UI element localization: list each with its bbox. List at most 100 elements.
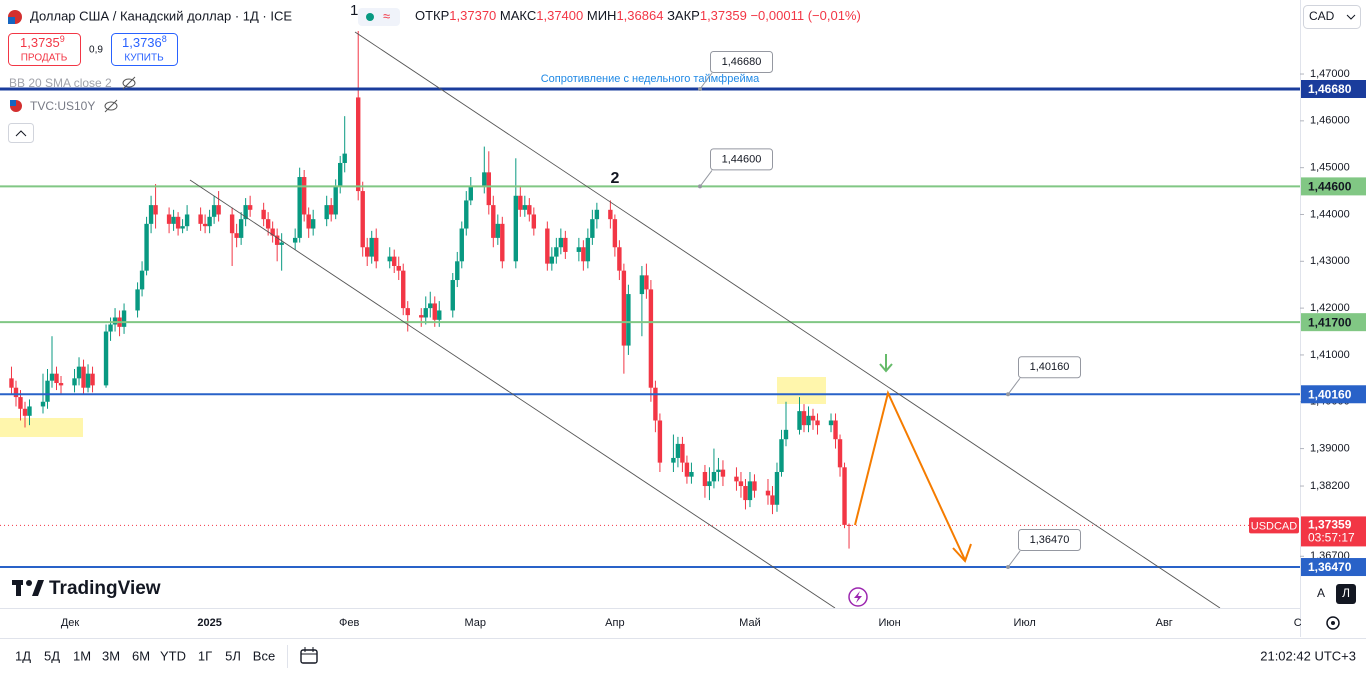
callout-leader xyxy=(1007,377,1021,395)
candle-body xyxy=(85,373,91,388)
candle-body xyxy=(148,205,154,224)
level-tag-label: 1,46680 xyxy=(1308,82,1352,96)
candle-body xyxy=(455,261,460,281)
candle-body xyxy=(554,247,559,257)
delay-icon: ≈ xyxy=(383,8,390,23)
logo-text: TradingView xyxy=(49,578,161,599)
callout-box xyxy=(710,51,773,74)
candle-body xyxy=(621,270,627,346)
level-tag xyxy=(1301,385,1366,404)
candle-body xyxy=(9,378,14,388)
candle-body xyxy=(247,205,253,210)
ohlc-value: 1,37359 xyxy=(700,8,747,23)
hide-icon[interactable] xyxy=(122,76,136,90)
candle-body xyxy=(680,443,685,463)
settings-icon[interactable] xyxy=(1326,616,1340,630)
candle-body xyxy=(112,317,118,325)
range-button[interactable]: 5Л xyxy=(225,648,241,663)
candle-body xyxy=(58,383,64,386)
date-range-icon[interactable] xyxy=(300,647,318,664)
callout-box xyxy=(710,148,773,171)
candle-body xyxy=(72,378,77,386)
auto-scale-button[interactable] xyxy=(1311,584,1331,604)
candle-body xyxy=(482,172,487,187)
callout-label: 1,46680 xyxy=(722,56,762,68)
log-scale-button[interactable] xyxy=(1336,584,1356,604)
level-tag-label: 1,44600 xyxy=(1308,180,1352,194)
candle-body xyxy=(549,256,555,264)
candle-body xyxy=(428,303,433,309)
candle-body xyxy=(81,366,86,388)
candle-body xyxy=(121,310,127,327)
candle-body xyxy=(356,97,361,192)
level-tag xyxy=(1301,80,1366,99)
candle-body xyxy=(144,223,149,271)
hide-icon[interactable] xyxy=(104,99,118,113)
candle-body xyxy=(770,495,775,505)
y-tick-label: 1,43000 xyxy=(1310,255,1350,267)
ohlc-change: −0,00011 (−0,01%) xyxy=(750,8,860,23)
status-badge[interactable] xyxy=(358,8,400,26)
candle-body xyxy=(265,219,271,229)
sell-button[interactable] xyxy=(8,33,81,66)
level-tag-label: 1,40160 xyxy=(1308,387,1352,401)
candle-body xyxy=(369,237,374,257)
candle-body xyxy=(626,294,631,346)
level-tag-label: 1,41700 xyxy=(1308,315,1352,329)
range-button[interactable]: Все xyxy=(253,648,275,663)
indicator-name[interactable]: BB 20 SMA close 2 xyxy=(9,76,112,90)
range-button[interactable]: YTD xyxy=(160,648,186,663)
candle-body xyxy=(153,205,158,215)
range-button[interactable]: 1М xyxy=(73,648,91,663)
indicator-name[interactable]: TVC:US10Y xyxy=(30,99,95,113)
candle-body xyxy=(774,471,780,505)
candle-body xyxy=(392,256,397,266)
range-button[interactable]: 6М xyxy=(132,648,150,663)
candle-body xyxy=(238,219,244,238)
ohlc-label: ЗАКР xyxy=(667,8,700,23)
range-button[interactable]: 1Д xyxy=(15,648,31,663)
candle-body xyxy=(333,186,338,215)
candle-body xyxy=(747,481,753,501)
wave-label: 2 xyxy=(611,170,620,187)
range-button[interactable]: 1Г xyxy=(198,648,212,663)
range-button[interactable]: 5Д xyxy=(44,648,60,663)
wave-label: 1 xyxy=(350,2,358,19)
countdown: 03:57:17 xyxy=(1308,531,1355,545)
candle-body xyxy=(18,397,23,409)
candle-body xyxy=(545,228,550,264)
ohlc-line: ОТКР1,37370 МАКС1,37400 МИН1,36864 ЗАКР1… xyxy=(415,8,861,23)
currency-button[interactable] xyxy=(1303,5,1361,29)
forecast-arrow xyxy=(854,390,966,561)
candle-body xyxy=(211,205,217,217)
callout-box xyxy=(1018,529,1081,552)
highlight-zone xyxy=(0,418,83,437)
candle-body xyxy=(806,415,811,426)
range-button[interactable]: 3М xyxy=(102,648,120,663)
auto-scale: A xyxy=(1317,586,1325,600)
collapse-button[interactable] xyxy=(8,123,34,143)
candle-body xyxy=(76,366,82,379)
ohlc-label: МИН xyxy=(587,8,617,23)
buy-button[interactable] xyxy=(111,33,178,66)
candle-body xyxy=(459,228,464,262)
last-price-label: 1,37359 xyxy=(1308,518,1352,532)
candle-body xyxy=(608,209,613,220)
candle-body xyxy=(292,237,298,243)
highlight-zone xyxy=(777,377,826,404)
sell-label: ПРОДАТЬ xyxy=(21,53,68,64)
candle-body xyxy=(707,481,712,487)
candle-body xyxy=(815,420,820,426)
x-tick-label: Дек xyxy=(61,617,80,629)
logo: TradingView xyxy=(12,578,161,599)
candle-body xyxy=(202,223,208,227)
candle-body xyxy=(842,467,847,525)
candle-body xyxy=(689,471,694,477)
plot-area xyxy=(0,30,1300,569)
candle-body xyxy=(828,420,834,426)
x-tick-label: Июн xyxy=(878,617,900,629)
candle-body xyxy=(229,214,235,234)
level-note: Сопротивление с недельного таймфрейма xyxy=(541,73,760,85)
candle-body xyxy=(234,233,239,238)
candle-body xyxy=(310,219,316,229)
